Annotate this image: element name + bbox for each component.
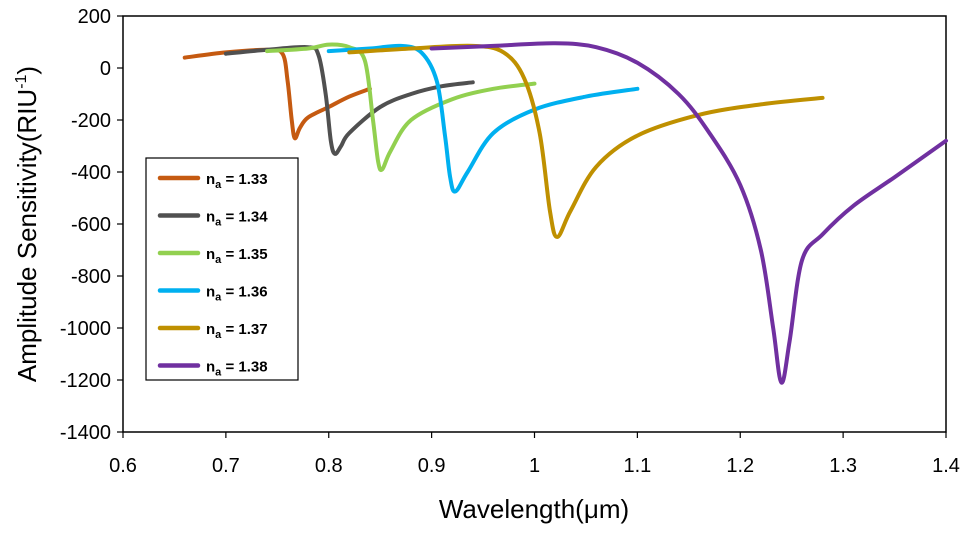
- legend-label-n: n: [206, 321, 215, 338]
- legend-label-sub: a: [215, 292, 222, 304]
- legend-label-n: n: [206, 359, 215, 376]
- legend-label-2: na = 1.34: [206, 209, 268, 229]
- legend-label-sub: a: [215, 254, 222, 266]
- y-tick-label: 0: [100, 58, 111, 80]
- legend-label-6: na = 1.38: [206, 359, 268, 379]
- y-tick-label: 200: [78, 6, 111, 28]
- legend-label-value: = 1.33: [221, 171, 267, 188]
- y-axis-title: Amplitude Sensitivity(RIU-1): [12, 66, 42, 382]
- legend-label-n: n: [206, 246, 215, 263]
- legend-label-sub: a: [215, 367, 222, 379]
- y-tick-label: -200: [71, 110, 111, 132]
- y-tick-label: -600: [71, 214, 111, 236]
- series-lines: [182, 41, 948, 385]
- x-tick-label: 1.3: [829, 455, 857, 477]
- legend-box: [145, 157, 299, 381]
- legend-label-value: = 1.37: [221, 321, 267, 338]
- legend-label-value: = 1.34: [221, 209, 268, 226]
- series-line-6: [429, 41, 948, 385]
- y-axis-ticks: 200 0 -200 -400 -600 -800 -1000 -1200 -1400: [60, 6, 123, 444]
- legend-label-1: na = 1.33: [206, 171, 268, 191]
- legend-label-sub: a: [215, 179, 222, 191]
- x-tick-label: 1.4: [932, 455, 960, 477]
- y-tick-label: -1200: [60, 370, 111, 392]
- legend-label-3: na = 1.35: [206, 246, 268, 266]
- legend-label-value: = 1.38: [221, 359, 267, 376]
- y-tick-label: -1000: [60, 318, 111, 340]
- x-axis-ticks: 0.6 0.7 0.8 0.9 1 1.1 1.2 1.3 1.4: [109, 432, 960, 477]
- legend-label-sub: a: [215, 329, 222, 341]
- legend-label-value: = 1.35: [221, 246, 267, 263]
- y-axis-title-end: ): [12, 66, 42, 75]
- x-tick-label: 0.9: [418, 455, 446, 477]
- x-axis-title: Wavelength(μm): [439, 494, 629, 524]
- legend-label-5: na = 1.37: [206, 321, 268, 341]
- series-line-3: [265, 42, 537, 173]
- x-tick-label: 1.2: [726, 455, 754, 477]
- y-axis-title-sup: -1: [13, 74, 30, 88]
- legend-label-sub: a: [215, 217, 222, 229]
- x-tick-label: 0.8: [315, 455, 343, 477]
- x-tick-label: 0.6: [109, 455, 137, 477]
- legend-label-n: n: [206, 171, 215, 188]
- y-tick-label: -800: [71, 266, 111, 288]
- legend-label-4: na = 1.36: [206, 284, 268, 304]
- x-tick-label: 0.7: [212, 455, 240, 477]
- x-tick-label: 1: [529, 455, 540, 477]
- legend-label-value: = 1.36: [221, 284, 267, 301]
- y-axis-title-main: Amplitude Sensitivity(RIU: [12, 89, 42, 382]
- legend-label-n: n: [206, 284, 215, 301]
- y-tick-label: -400: [71, 162, 111, 184]
- x-tick-label: 1.1: [623, 455, 651, 477]
- legend-label-n: n: [206, 209, 215, 226]
- y-tick-label: -1400: [60, 422, 111, 444]
